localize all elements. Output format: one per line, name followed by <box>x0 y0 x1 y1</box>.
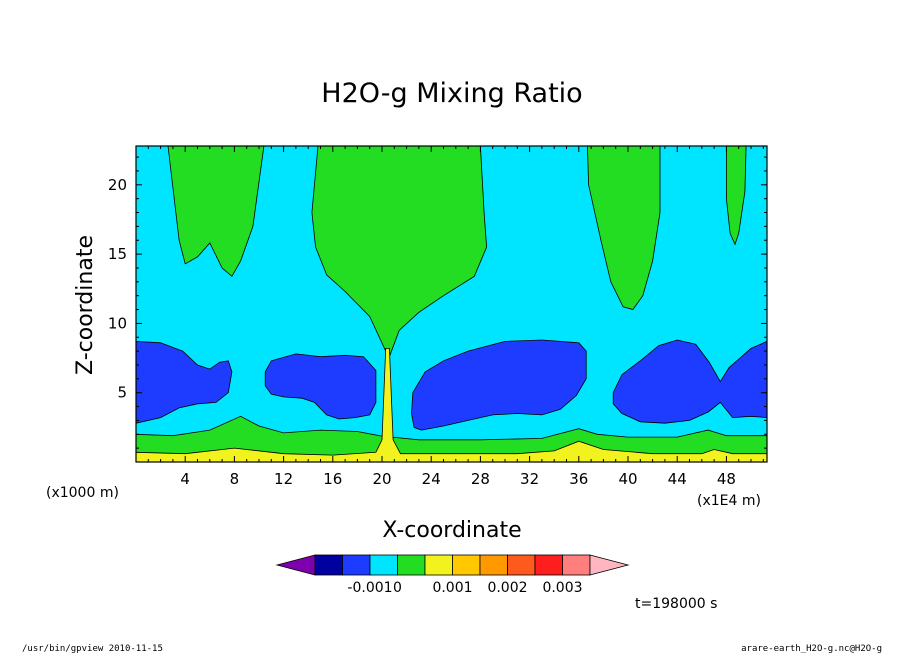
colorbar-label: 0 <box>393 580 402 596</box>
colorbar-swatch <box>369 554 398 576</box>
colorbar-label: 0.001 <box>432 580 472 596</box>
colorbar-swatch <box>424 554 453 576</box>
colorbar-swatch <box>452 554 481 576</box>
x-tick-label: 24 <box>422 470 441 488</box>
colorbar-swatch <box>534 554 563 576</box>
colorbar-swatch <box>479 554 508 576</box>
x-tick-label: 36 <box>569 470 588 488</box>
contour-blue-1 <box>135 340 233 424</box>
colorbar-swatch <box>342 554 371 576</box>
colorbar: -0.001 0 0.001 0.002 0.003 <box>275 554 630 596</box>
x-tick-label: 16 <box>323 470 342 488</box>
plot-frame <box>135 145 768 463</box>
x-tick-label: 48 <box>717 470 736 488</box>
colorbar-over-triangle <box>589 554 630 576</box>
contour-yellow-1 <box>135 348 768 463</box>
x-tick-label: 28 <box>471 470 490 488</box>
x-tick-label: 44 <box>668 470 687 488</box>
contour-blue-2 <box>264 353 377 420</box>
x-tick-label: 4 <box>180 470 190 488</box>
colorbar-swatch <box>397 554 426 576</box>
x-tick-label: 40 <box>618 470 637 488</box>
colorbar-label: 0.002 <box>487 580 527 596</box>
footer-left: /usr/bin/gpview 2010-11-15 <box>22 644 163 654</box>
x-axis-label: X-coordinate <box>382 518 521 543</box>
chart-title: H2O-g Mixing Ratio <box>321 78 582 109</box>
contour-green-1 <box>167 145 265 277</box>
x-tick-label: 8 <box>230 470 240 488</box>
x-tick-label: 12 <box>274 470 293 488</box>
colorbar-swatch <box>507 554 536 576</box>
y-tick-label: 5 <box>117 384 127 402</box>
x-unit-label: (x1000 m) <box>46 485 119 501</box>
contour-green-4 <box>726 145 747 246</box>
contour-blue-3 <box>411 339 587 431</box>
plot-area <box>135 145 768 463</box>
contour-green-2 <box>311 145 488 358</box>
colorbar-label: 0.003 <box>542 580 582 596</box>
colorbar-swatch <box>562 554 591 576</box>
y-axis-label: Z-coordinate <box>73 235 98 375</box>
y-tick-label: 10 <box>108 314 127 332</box>
x-scale-note: (x1E4 m) <box>697 493 761 509</box>
x-tick-label: 20 <box>372 470 391 488</box>
y-tick-label: 15 <box>108 245 127 263</box>
colorbar-label: -0.001 <box>347 580 392 596</box>
footer-right: arare-earth_H2O-g.nc@H2O-g <box>741 644 882 654</box>
x-tick-label: 32 <box>520 470 539 488</box>
colorbar-under-triangle <box>275 554 316 576</box>
contour-green-3 <box>586 145 661 310</box>
y-tick-label: 20 <box>108 176 127 194</box>
time-label: t=198000 s <box>635 596 717 612</box>
colorbar-swatch <box>314 554 343 576</box>
